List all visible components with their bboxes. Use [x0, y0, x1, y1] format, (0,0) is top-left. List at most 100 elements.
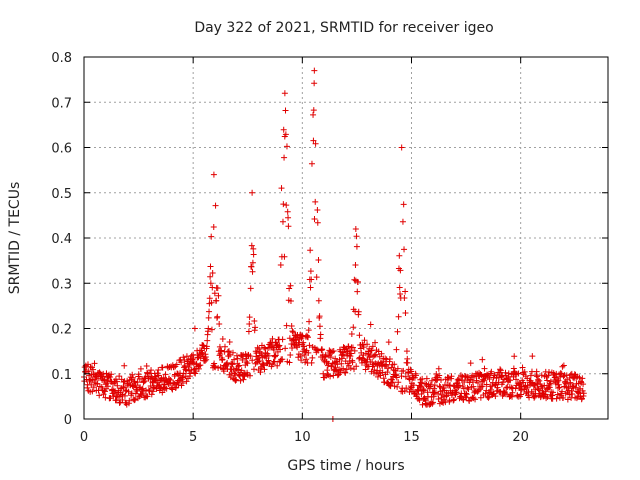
- data-point: [528, 379, 535, 386]
- data-point: [460, 385, 467, 392]
- data-point: [554, 391, 561, 398]
- data-point: [206, 295, 213, 302]
- data-point: [126, 397, 133, 404]
- data-point: [554, 378, 561, 385]
- data-point: [421, 396, 428, 403]
- y-tick-label: 0.8: [51, 51, 72, 66]
- data-point: [319, 346, 326, 353]
- data-point: [212, 202, 219, 209]
- data-point: [338, 360, 345, 367]
- data-point: [203, 343, 210, 350]
- data-point: [248, 242, 255, 249]
- data-point: [316, 323, 323, 330]
- data-point: [247, 285, 254, 292]
- x-tick-label: 0: [80, 430, 88, 445]
- data-point: [483, 381, 490, 388]
- data-point: [397, 291, 404, 298]
- data-point: [159, 389, 166, 396]
- data-point: [401, 388, 408, 395]
- data-point: [287, 352, 294, 359]
- data-point: [218, 348, 225, 355]
- data-point: [108, 371, 115, 378]
- data-point: [494, 387, 501, 394]
- data-point: [544, 377, 551, 384]
- data-point: [141, 377, 148, 384]
- data-point: [343, 366, 350, 373]
- data-point: [249, 189, 256, 196]
- data-point: [166, 375, 173, 382]
- data-point: [344, 348, 351, 355]
- data-point: [312, 198, 319, 205]
- data-point: [538, 372, 545, 379]
- data-point: [183, 378, 190, 385]
- x-tick-label: 20: [512, 430, 529, 445]
- data-point: [205, 325, 212, 332]
- x-tick-label: 5: [189, 430, 197, 445]
- data-point: [317, 331, 324, 338]
- data-point: [422, 380, 429, 387]
- data-point: [459, 383, 466, 390]
- data-point: [250, 366, 257, 373]
- data-point: [256, 345, 263, 352]
- data-point: [119, 396, 126, 403]
- data-point: [215, 364, 222, 371]
- data-point: [347, 365, 354, 372]
- data-point: [282, 107, 289, 114]
- data-point: [395, 313, 402, 320]
- data-point: [351, 347, 358, 354]
- data-point: [480, 376, 487, 383]
- y-tick-label: 0.6: [51, 142, 72, 157]
- data-point: [279, 218, 286, 225]
- data-point: [503, 384, 510, 391]
- data-point: [188, 366, 195, 373]
- data-point: [189, 359, 196, 366]
- data-point: [287, 282, 294, 289]
- data-point: [475, 387, 482, 394]
- data-point: [259, 354, 266, 361]
- data-point: [315, 297, 322, 304]
- data-point: [169, 386, 176, 393]
- y-tick-label: 0.3: [51, 277, 72, 292]
- data-point: [206, 308, 213, 315]
- data-point: [521, 368, 528, 375]
- axis-ticks: 0 5 10 15 20 0 0.1 0.2 0.3 0.4 0.5 0.6 0.7 0.8: [51, 51, 608, 445]
- data-point: [255, 355, 262, 362]
- data-point: [116, 399, 123, 406]
- data-point: [396, 284, 403, 291]
- data-point: [233, 352, 240, 359]
- data-point: [481, 365, 488, 372]
- data-point: [249, 259, 256, 266]
- data-point: [159, 364, 166, 371]
- data-point: [364, 341, 371, 348]
- data-point: [283, 202, 290, 209]
- data-point: [543, 395, 550, 402]
- data-point: [569, 391, 576, 398]
- data-point: [308, 276, 315, 283]
- data-point: [322, 351, 329, 358]
- data-point: [275, 343, 282, 350]
- data-point: [244, 360, 251, 367]
- data-point: [96, 392, 103, 399]
- data-point: [572, 384, 579, 391]
- data-point: [235, 363, 242, 370]
- data-point: [336, 356, 343, 363]
- data-point: [219, 336, 226, 343]
- data-point: [493, 375, 500, 382]
- data-point: [185, 364, 192, 371]
- data-point: [369, 343, 376, 350]
- data-point: [447, 382, 454, 389]
- data-point: [420, 386, 427, 393]
- data-point: [367, 321, 374, 328]
- data-point: [412, 372, 419, 379]
- data-point: [488, 368, 495, 375]
- data-point: [278, 185, 285, 192]
- data-point: [148, 391, 155, 398]
- data-point: [276, 342, 283, 349]
- data-point: [401, 295, 408, 302]
- data-point: [302, 359, 309, 366]
- data-point: [477, 394, 484, 401]
- data-point: [102, 388, 109, 395]
- data-point: [340, 365, 347, 372]
- data-point: [536, 377, 543, 384]
- data-point: [436, 372, 443, 379]
